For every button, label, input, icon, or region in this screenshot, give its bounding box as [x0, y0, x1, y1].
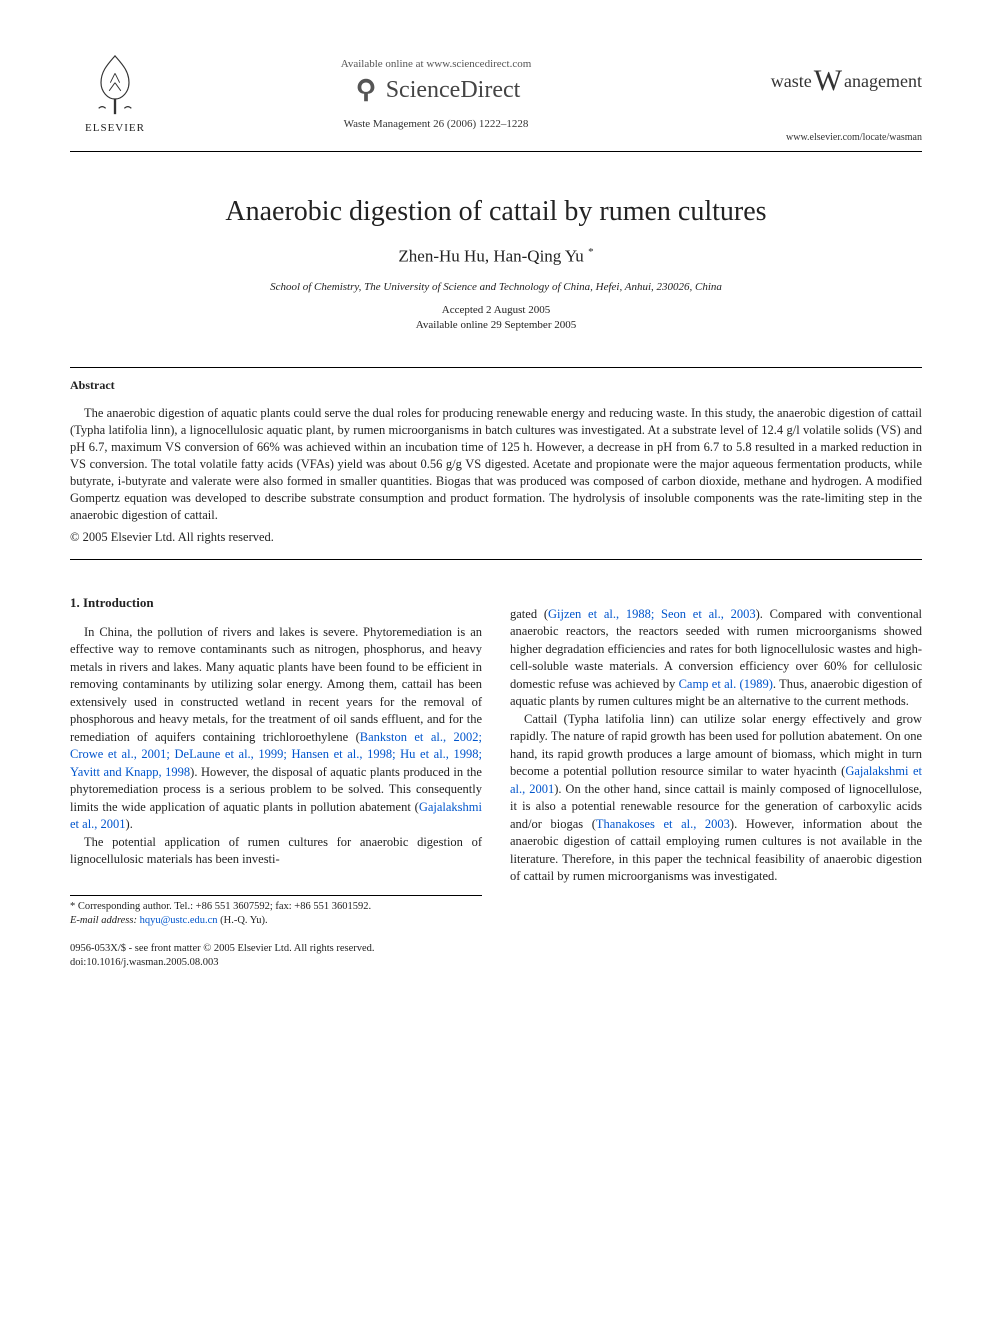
article-title: Anaerobic digestion of cattail by rumen …: [70, 196, 922, 228]
abstract-body: The anaerobic digestion of aquatic plant…: [70, 405, 922, 523]
journal-logo-left: waste: [771, 71, 812, 92]
issn-line-1: 0956-053X/$ - see front matter © 2005 El…: [70, 942, 482, 956]
abstract-top-rule: [70, 367, 922, 368]
intro-p2: The potential application of rumen cultu…: [70, 834, 482, 869]
sciencedirect-logo: ScienceDirect: [352, 76, 521, 104]
available-online-line: Available online at www.sciencedirect.co…: [341, 58, 532, 70]
sciencedirect-text: ScienceDirect: [386, 77, 521, 104]
p1-text-c: ).: [126, 817, 133, 831]
citation-line: Waste Management 26 (2006) 1222–1228: [344, 118, 529, 130]
intro-p2-cont: gated (Gijzen et al., 1988; Seon et al.,…: [510, 606, 922, 711]
sciencedirect-icon: [352, 76, 380, 104]
ref-thanakoses[interactable]: Thanakoses et al., 2003: [596, 817, 730, 831]
email-suffix: (H.-Q. Yu).: [218, 915, 268, 926]
abstract-text: The anaerobic digestion of aquatic plant…: [70, 405, 922, 523]
header-row: ELSEVIER Available online at www.science…: [70, 50, 922, 143]
authors: Zhen-Hu Hu, Han-Qing Yu *: [70, 246, 922, 267]
intro-p1: In China, the pollution of rivers and la…: [70, 624, 482, 834]
ref-gijzen[interactable]: Gijzen et al., 1988; Seon et al., 2003: [548, 607, 756, 621]
p1-text-a: In China, the pollution of rivers and la…: [70, 625, 482, 744]
abstract-copyright: © 2005 Elsevier Ltd. All rights reserved…: [70, 530, 922, 545]
header-center: Available online at www.sciencedirect.co…: [160, 50, 712, 130]
corresponding-author-line: * Corresponding author. Tel.: +86 551 36…: [70, 900, 482, 914]
ref-camp[interactable]: Camp et al. (1989): [679, 677, 773, 691]
doi-line: doi:10.1016/j.wasman.2005.08.003: [70, 956, 482, 970]
elsevier-tree-icon: [80, 50, 150, 120]
article-dates: Accepted 2 August 2005 Available online …: [70, 303, 922, 334]
right-column: gated (Gijzen et al., 1988; Seon et al.,…: [510, 560, 922, 971]
accepted-date: Accepted 2 August 2005: [70, 303, 922, 318]
journal-logo-block: wasteWanagement www.elsevier.com/locate/…: [712, 50, 922, 143]
journal-logo-right: anagement: [844, 71, 922, 92]
elsevier-logo-block: ELSEVIER: [70, 50, 160, 134]
intro-p3: Cattail (Typha latifolia linn) can utili…: [510, 711, 922, 886]
corresponding-marker: *: [588, 246, 594, 258]
issn-block: 0956-053X/$ - see front matter © 2005 El…: [70, 942, 482, 970]
email-address[interactable]: hqyu@ustc.edu.cn: [140, 915, 218, 926]
p2c-text-a: gated (: [510, 607, 548, 621]
journal-url: www.elsevier.com/locate/wasman: [786, 132, 922, 143]
email-line: E-mail address: hqyu@ustc.edu.cn (H.-Q. …: [70, 914, 482, 928]
online-date: Available online 29 September 2005: [70, 318, 922, 333]
footnotes: * Corresponding author. Tel.: +86 551 36…: [70, 895, 482, 928]
header-rule: [70, 151, 922, 152]
journal-logo: wasteWanagement: [771, 64, 922, 98]
author-names: Zhen-Hu Hu, Han-Qing Yu: [398, 247, 583, 266]
email-label: E-mail address:: [70, 915, 140, 926]
section-1-heading: 1. Introduction: [70, 594, 482, 612]
body-columns: 1. Introduction In China, the pollution …: [70, 560, 922, 971]
abstract-label: Abstract: [70, 378, 922, 393]
journal-logo-wm-icon: W: [814, 64, 842, 98]
left-column: 1. Introduction In China, the pollution …: [70, 560, 482, 971]
elsevier-label: ELSEVIER: [85, 122, 145, 134]
affiliation: School of Chemistry, The University of S…: [70, 281, 922, 293]
